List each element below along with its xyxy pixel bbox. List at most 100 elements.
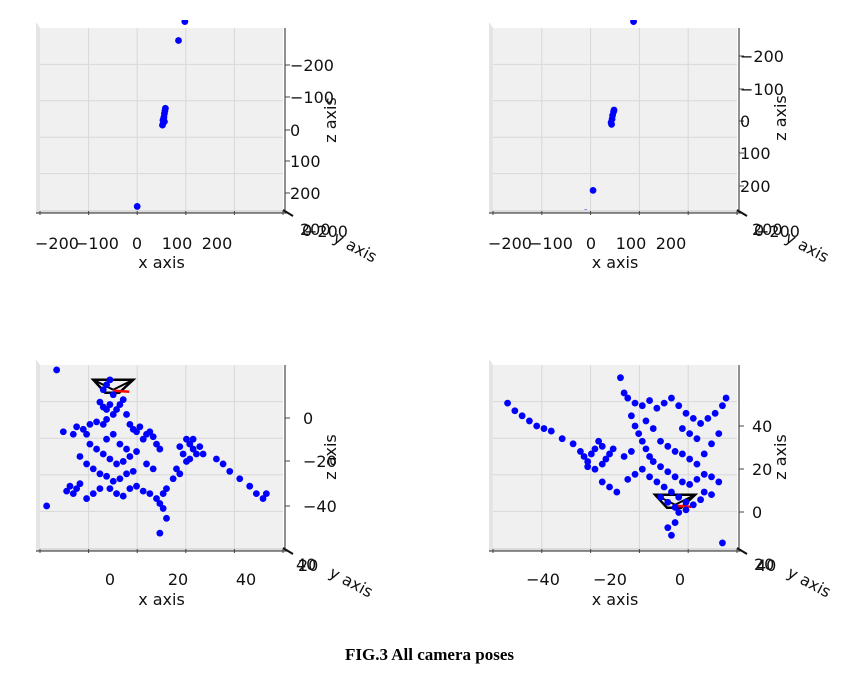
scatter-point bbox=[153, 495, 160, 502]
scatter-point bbox=[649, 458, 657, 465]
scatter-point bbox=[116, 440, 124, 448]
scatter-point bbox=[219, 460, 227, 468]
scatter-point bbox=[627, 412, 635, 420]
scatter-point bbox=[73, 423, 81, 431]
z-axis-label: z axis bbox=[771, 434, 790, 480]
scatter-point bbox=[59, 428, 67, 436]
y-tick-label: 0 bbox=[302, 221, 312, 240]
scatter-point bbox=[73, 485, 81, 493]
scatter-point bbox=[179, 450, 187, 458]
scatter-point bbox=[722, 394, 730, 402]
scatter-point bbox=[103, 406, 110, 413]
x-tick-label: 100 bbox=[162, 234, 193, 253]
x-tick-label: −100 bbox=[529, 234, 573, 253]
scatter-point bbox=[598, 460, 606, 468]
scatter-point bbox=[668, 531, 675, 539]
camera-edge bbox=[112, 378, 134, 391]
x-tick-label: 0 bbox=[586, 234, 596, 253]
scatter-point bbox=[133, 448, 140, 455]
camera-axis bbox=[113, 389, 130, 393]
scatter-point bbox=[113, 460, 120, 468]
scatter-point bbox=[109, 477, 117, 485]
scatter-point bbox=[116, 475, 124, 483]
scatter-point bbox=[664, 468, 672, 476]
x-tick-label: 200 bbox=[202, 234, 233, 253]
scatter-point bbox=[126, 420, 134, 428]
scatter-point bbox=[664, 442, 672, 450]
x-tick-label: 0 bbox=[105, 570, 115, 589]
scatter-point bbox=[93, 418, 100, 426]
scatter-point bbox=[587, 450, 595, 458]
scatter-point bbox=[173, 465, 180, 473]
scatter-point bbox=[660, 483, 668, 491]
floor-pane bbox=[36, 548, 287, 551]
z-tick-label: 40 bbox=[752, 417, 772, 436]
scatter-point bbox=[583, 209, 588, 210]
scatter-point bbox=[608, 120, 615, 128]
figure-caption: FIG.3 All camera poses bbox=[344, 645, 515, 664]
x-tick-label: 0 bbox=[675, 570, 685, 589]
scatter-point bbox=[161, 104, 169, 112]
scatter-point bbox=[602, 455, 610, 463]
depth-axis-line bbox=[282, 209, 294, 217]
scatter-point bbox=[146, 428, 154, 436]
scatter-point bbox=[126, 485, 134, 493]
depth-axis-line bbox=[282, 547, 294, 555]
scatter-point bbox=[252, 490, 260, 497]
scatter-point bbox=[591, 465, 599, 473]
x-tick-label: −20 bbox=[593, 570, 627, 589]
scatter-point bbox=[693, 460, 701, 468]
scatter-point bbox=[129, 467, 137, 475]
scatter-point bbox=[183, 435, 190, 443]
scatter-point bbox=[103, 435, 110, 443]
scatter-point bbox=[700, 488, 708, 496]
scatter-point bbox=[96, 398, 104, 406]
scatter-point bbox=[86, 420, 94, 428]
floor-pane bbox=[489, 210, 741, 213]
scatter-point bbox=[526, 417, 533, 425]
scatter-point bbox=[682, 506, 690, 514]
scatter-point bbox=[584, 458, 592, 465]
x-tick-label: 0 bbox=[132, 234, 142, 253]
z-tick-label: 0 bbox=[290, 121, 300, 140]
scatter-point bbox=[613, 488, 621, 496]
scatter-point bbox=[653, 478, 661, 486]
z-axis-label: z axis bbox=[321, 97, 340, 143]
y-tick-label: 20 bbox=[298, 556, 318, 575]
scatter-point bbox=[133, 203, 141, 210]
scatter-point bbox=[708, 440, 715, 448]
scatter-point bbox=[689, 414, 697, 422]
scatter-point bbox=[139, 487, 147, 495]
x-tick-label: −100 bbox=[75, 234, 119, 253]
scatter-point bbox=[715, 478, 723, 486]
y-tick-label: 200 bbox=[300, 220, 331, 239]
x-tick-label: −200 bbox=[35, 234, 79, 253]
scatter-point bbox=[675, 402, 683, 410]
z-tick-label: −200 bbox=[740, 47, 784, 66]
floor-pane bbox=[489, 548, 741, 551]
data-points bbox=[504, 374, 730, 547]
scatter-point bbox=[631, 399, 639, 407]
scatter-point bbox=[617, 374, 624, 382]
z-tick-label: 0 bbox=[740, 112, 750, 131]
y-tick-label: 40 bbox=[756, 556, 776, 575]
scatter-point bbox=[671, 503, 679, 511]
scatter-point bbox=[189, 445, 197, 453]
scatter-point bbox=[708, 491, 715, 499]
scatter-point bbox=[653, 404, 661, 412]
floor-pane bbox=[36, 210, 287, 213]
scatter-point bbox=[638, 465, 646, 473]
scatter-point bbox=[635, 430, 643, 438]
scatter-point bbox=[624, 475, 632, 483]
scatter-point bbox=[123, 470, 130, 478]
scatter-point bbox=[66, 482, 74, 490]
scatter-point bbox=[664, 498, 672, 506]
scatter-point bbox=[156, 500, 164, 507]
scatter-point bbox=[657, 437, 664, 445]
data-points bbox=[43, 366, 270, 537]
scatter-point bbox=[671, 519, 679, 526]
x-axis-label: x axis bbox=[592, 253, 639, 272]
scatter-point bbox=[109, 430, 117, 438]
